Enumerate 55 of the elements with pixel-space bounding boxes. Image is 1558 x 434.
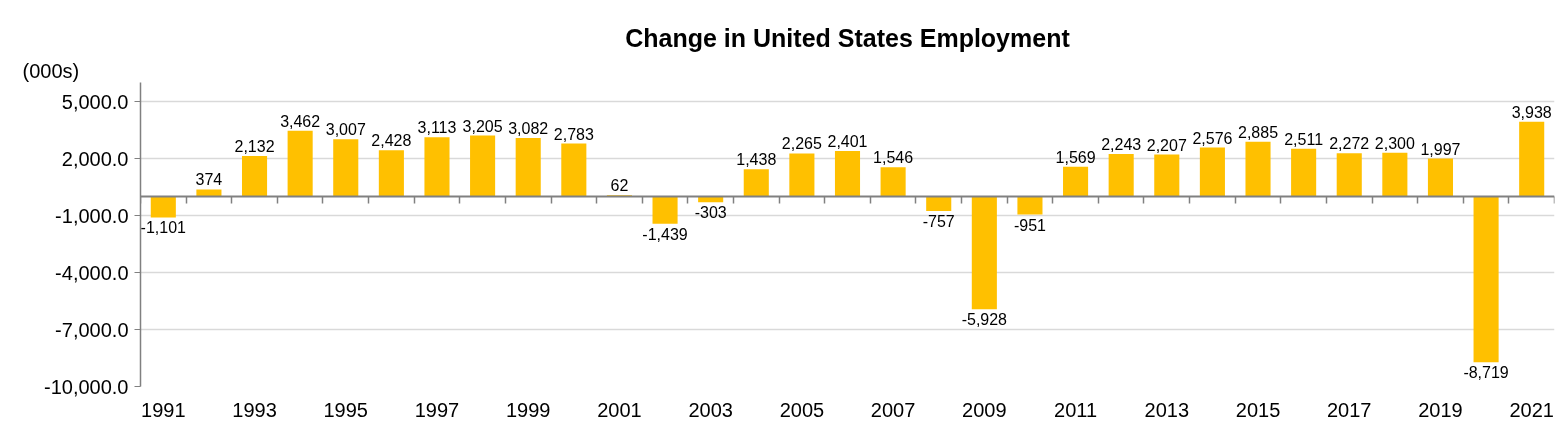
x-tick-label: 2001 [597, 398, 642, 421]
data-label: 2,783 [553, 125, 594, 143]
data-label: 374 [195, 171, 223, 189]
data-label: 2,207 [1146, 136, 1187, 154]
x-tick-label: 2009 [962, 398, 1007, 421]
y-tick-label: -4,000.0 [55, 261, 129, 284]
y-tick-label: -10,000.0 [43, 375, 129, 398]
data-label: 2,511 [1284, 130, 1324, 148]
data-label: 2,272 [1329, 135, 1370, 153]
data-label: 2,885 [1238, 123, 1279, 141]
data-label: 1,546 [873, 149, 914, 167]
data-label: 2,576 [1192, 129, 1233, 147]
x-tick-label: 2021 [1509, 398, 1554, 421]
y-axis-title: (000s) [22, 59, 80, 82]
data-label: 2,243 [1101, 135, 1142, 153]
data-label: -1,439 [642, 225, 688, 243]
data-label: -8,719 [1463, 364, 1509, 382]
x-tick-label: 2019 [1418, 398, 1463, 421]
data-label: 2,428 [371, 132, 412, 150]
data-label: 2,132 [234, 137, 275, 155]
data-label: 3,205 [462, 117, 503, 135]
data-label: 3,113 [417, 119, 457, 137]
data-label: 2,300 [1374, 134, 1415, 152]
y-tick-label: -1,000.0 [55, 204, 129, 227]
x-tick-label: 2017 [1327, 398, 1372, 421]
data-label: -757 [922, 212, 955, 230]
x-tick-label: 2013 [1144, 398, 1190, 421]
x-tick-label: 2005 [779, 398, 825, 421]
x-tick-label: 1999 [505, 398, 551, 421]
y-tick-label: 5,000.0 [61, 90, 129, 113]
x-tick-label: 2007 [870, 398, 916, 421]
data-label: 62 [610, 177, 629, 195]
data-label: 3,938 [1511, 103, 1552, 121]
data-label: 1,569 [1055, 148, 1096, 166]
data-label: 3,082 [508, 119, 549, 137]
y-tick-label: 2,000.0 [61, 147, 129, 170]
data-label: 1,438 [736, 151, 777, 169]
x-tick-label: 1995 [323, 398, 369, 421]
data-label: 3,462 [280, 112, 321, 130]
x-tick-label: 2011 [1054, 398, 1098, 421]
data-label: 2,401 [827, 132, 868, 150]
x-tick-label: 1993 [232, 398, 277, 421]
data-label: 3,007 [325, 121, 366, 139]
data-label: 1,997 [1420, 140, 1461, 158]
x-tick-label: 2003 [688, 398, 733, 421]
x-tick-label: 1997 [414, 398, 460, 421]
data-label: -5,928 [961, 311, 1008, 329]
data-label: -303 [694, 204, 727, 222]
x-tick-label: 2015 [1235, 398, 1281, 421]
x-tick-label: 1991 [141, 398, 186, 421]
chart-title: Change in United States Employment [625, 23, 1071, 52]
data-label: -1,101 [140, 219, 187, 237]
data-label: 2,265 [781, 135, 823, 153]
y-tick-label: -7,000.0 [55, 318, 129, 341]
data-label: -951 [1013, 216, 1047, 234]
